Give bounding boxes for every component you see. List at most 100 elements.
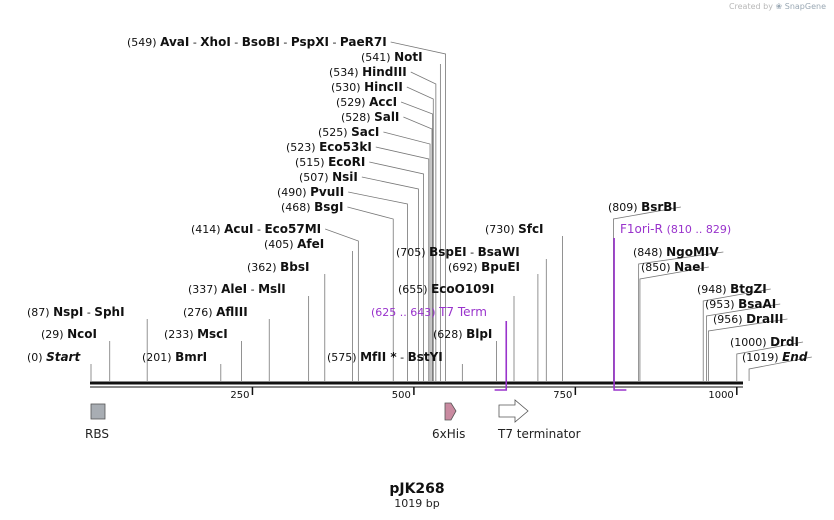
site-leader-line (406, 86, 434, 381)
primer-f1orir[interactable]: F1ori-R (810 .. 829) (613, 222, 731, 391)
site-label[interactable]: (549) AvaI - XhoI - BsoBI - PspXI - PaeR… (127, 35, 387, 49)
site-bpuei[interactable]: (692) BpuEI (448, 260, 539, 381)
site-avai[interactable]: (549) AvaI - XhoI - BsoBI - PspXI - PaeR… (127, 35, 446, 381)
site-label[interactable]: (809) BsrBI (608, 200, 677, 214)
site-label[interactable]: (848) NgoMIV (633, 245, 719, 259)
site-msci[interactable]: (233) MscI (164, 327, 242, 381)
rbs-feature-box[interactable] (90, 403, 106, 420)
site-ecoo109i[interactable]: (655) EcoO109I (398, 282, 515, 381)
ruler-tick-label: 1000 (708, 390, 733, 401)
site-pvuii[interactable]: (490) PvuII (277, 185, 408, 381)
site-label[interactable]: (414) AcuI - Eco57MI (191, 222, 321, 236)
site-end[interactable]: (1019) End (742, 350, 812, 381)
site-label[interactable]: (405) AfeI (264, 237, 324, 251)
site-label[interactable]: (1000) DrdI (730, 335, 799, 349)
t7-terminator-feature-arrow[interactable] (498, 399, 529, 423)
primer-text: (810 .. 829) (667, 223, 732, 236)
site-label[interactable]: (490) PvuII (277, 185, 344, 199)
site-naei[interactable]: (850) NaeI (639, 260, 709, 381)
site-leader-line (639, 266, 709, 381)
site-saci[interactable]: (525) SacI (318, 125, 431, 381)
site-nspi[interactable]: (87) NspI - SphI (27, 305, 148, 381)
site-ncoi[interactable]: (29) NcoI (41, 327, 111, 381)
site-ecori[interactable]: (515) EcoRI (295, 155, 424, 381)
name-separator: - (329, 36, 340, 49)
site-bsaai[interactable]: (953) BsaAI (705, 297, 781, 381)
enzyme-name: BsrBI (641, 200, 677, 214)
site-label[interactable]: (201) BmrI (142, 350, 207, 364)
site-bsgi[interactable]: (468) BsgI (281, 200, 394, 381)
site-btgzi[interactable]: (948) BtgZI (697, 282, 771, 381)
site-acci[interactable]: (529) AccI (336, 95, 434, 381)
enzyme-name: MfII * (360, 350, 397, 364)
site-label[interactable]: (525) SacI (318, 125, 379, 139)
site-label[interactable]: (956) DraIII (713, 312, 783, 326)
site-label[interactable]: (541) NotI (361, 50, 423, 64)
site-label[interactable]: (523) Eco53kI (286, 140, 372, 154)
site-label[interactable]: (575) MfII * - BstYI (327, 350, 443, 364)
name-separator: - (231, 36, 242, 49)
site-label[interactable]: (850) NaeI (641, 260, 705, 274)
site-sali[interactable]: (528) SalI (341, 110, 433, 381)
site-eco53ki[interactable]: (523) Eco53kI (286, 140, 430, 381)
site-label[interactable]: (529) AccI (336, 95, 397, 109)
site-label[interactable]: (1019) End (742, 350, 808, 364)
site-label[interactable]: (362) BbsI (247, 260, 309, 274)
site-ngomiv[interactable]: (848) NgoMIV (633, 245, 724, 381)
site-bbsi[interactable]: (362) BbsI (247, 260, 326, 381)
site-label[interactable]: (468) BsgI (281, 200, 343, 214)
enzyme-name: MslI (258, 282, 286, 296)
site-label[interactable]: (0) Start (27, 350, 81, 364)
site-label[interactable]: (507) NsiI (299, 170, 358, 184)
site-start[interactable]: (0) Start (27, 350, 92, 381)
site-blpi[interactable]: (628) BlpI (433, 327, 497, 381)
site-afei[interactable]: (405) AfeI (264, 237, 353, 381)
site-position: (730) (485, 223, 518, 236)
site-label[interactable]: (233) MscI (164, 327, 228, 341)
6xhis-feature-arrow[interactable] (444, 402, 457, 421)
name-separator: - (83, 306, 94, 319)
site-label[interactable]: (528) SalI (341, 110, 399, 124)
site-hincii[interactable]: (530) HincII (331, 80, 434, 381)
site-noti[interactable]: (541) NotI (361, 50, 441, 381)
enzyme-name: AflIII (216, 305, 248, 319)
site-leader-line (736, 341, 804, 381)
site-label[interactable]: (87) NspI - SphI (27, 305, 125, 319)
primer-label[interactable]: F1ori-R (810 .. 829) (620, 222, 731, 236)
site-label[interactable]: (530) HincII (331, 80, 403, 94)
site-bspei[interactable]: (705) BspEI - BsaWI (396, 245, 547, 381)
site-draiii[interactable]: (956) DraIII (707, 312, 788, 381)
site-label[interactable]: (276) AflIII (183, 305, 248, 319)
enzyme-name: AfeI (297, 237, 324, 251)
site-label[interactable]: (515) EcoRI (295, 155, 365, 169)
site-leader-line (325, 228, 359, 381)
site-leader-line (369, 161, 424, 381)
site-label[interactable]: (29) NcoI (41, 327, 97, 341)
primer-t7term[interactable]: (625 .. 643) T7 Term (371, 305, 508, 391)
site-mfii[interactable]: (575) MfII * - BstYI (327, 350, 463, 381)
site-label[interactable]: (337) AleI - MslI (188, 282, 286, 296)
site-label[interactable]: (628) BlpI (433, 327, 492, 341)
site-leader-line (748, 356, 812, 381)
site-acui[interactable]: (414) AcuI - Eco57MI (191, 222, 359, 381)
site-label[interactable]: (692) BpuEI (448, 260, 520, 274)
primer-label[interactable]: (625 .. 643) T7 Term (371, 305, 487, 319)
site-label[interactable]: (655) EcoO109I (398, 282, 494, 296)
site-drdi[interactable]: (1000) DrdI (730, 335, 804, 381)
site-label[interactable]: (705) BspEI - BsaWI (396, 245, 520, 259)
site-position: (414) (191, 223, 224, 236)
site-label[interactable]: (953) BsaAI (705, 297, 776, 311)
enzyme-name: Start (46, 350, 81, 364)
site-sfci[interactable]: (730) SfcI (485, 222, 563, 381)
site-label[interactable]: (730) SfcI (485, 222, 544, 236)
site-afliii[interactable]: (276) AflIII (183, 305, 270, 381)
site-alei[interactable]: (337) AleI - MslI (188, 282, 310, 381)
site-position: (515) (295, 156, 328, 169)
site-label[interactable]: (948) BtgZI (697, 282, 767, 296)
site-bmri[interactable]: (201) BmrI (142, 350, 222, 381)
site-hindiii[interactable]: (534) HindIII (329, 65, 437, 381)
site-nsii[interactable]: (507) NsiI (299, 170, 419, 381)
site-position: (233) (164, 328, 197, 341)
site-leader-line (410, 71, 437, 381)
site-label[interactable]: (534) HindIII (329, 65, 407, 79)
